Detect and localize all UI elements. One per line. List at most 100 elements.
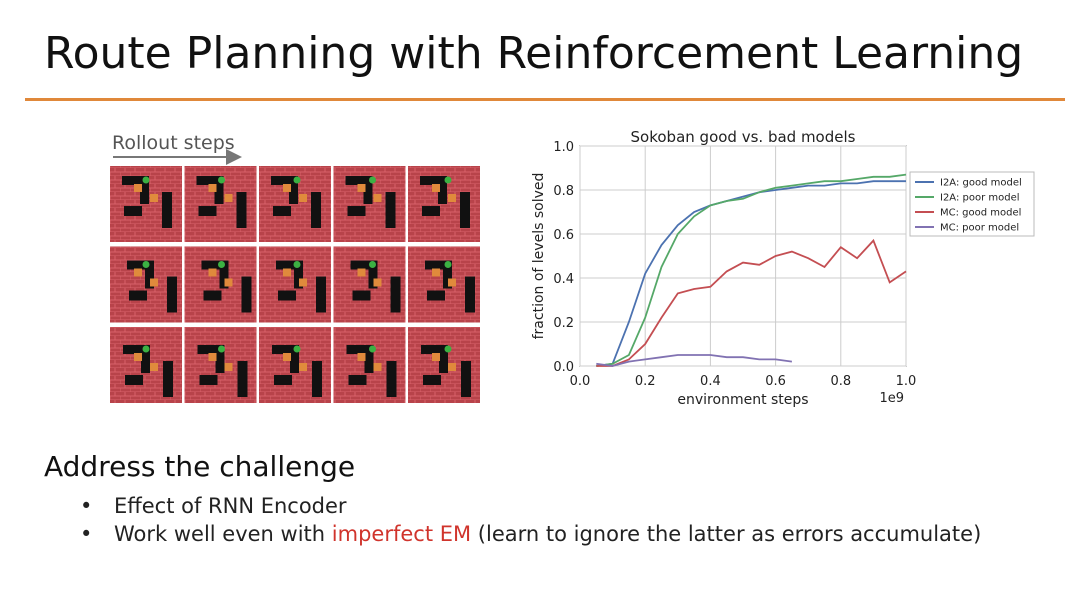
tile-wall <box>420 176 442 185</box>
bullet-text: Work well even with <box>114 522 332 546</box>
rollout-grid <box>110 166 480 403</box>
tile-wall <box>311 192 321 228</box>
bullet: Effect of RNN Encoder <box>80 494 981 518</box>
tile-box <box>134 184 142 192</box>
bullet-text: (learn to ignore the latter as errors ac… <box>471 522 982 546</box>
tile-box <box>208 353 217 361</box>
tile-box <box>432 184 440 192</box>
tile-agent <box>142 345 150 353</box>
tile-agent <box>293 176 301 184</box>
tile-wall <box>439 345 448 373</box>
tile-wall <box>352 290 371 301</box>
tile-wall <box>345 176 368 185</box>
tile-wall <box>289 176 298 204</box>
tile-wall <box>163 361 173 397</box>
tile-wall <box>443 260 452 289</box>
figure-label: Rollout steps <box>112 132 235 154</box>
tile-box <box>283 268 291 277</box>
tile-wall <box>215 345 225 373</box>
bullet-list: Effect of RNN Encoder Work well even with… <box>80 494 981 550</box>
tile-wall <box>124 206 142 216</box>
tile-wall <box>167 276 177 313</box>
highlight-text: imperfect EM <box>331 522 472 546</box>
bullet-text: Effect of RNN Encoder <box>114 494 347 518</box>
tile-box <box>357 184 366 192</box>
tile-wall <box>273 206 291 216</box>
tile-wall <box>278 290 296 301</box>
legend-label: I2A: good model <box>940 178 1022 189</box>
section-heading: Address the challenge <box>44 450 356 483</box>
series-line <box>596 173 907 367</box>
tile-box <box>373 363 382 371</box>
tile-wall <box>386 361 397 397</box>
tile-wall <box>348 375 367 385</box>
tile-wall <box>123 345 145 354</box>
tile-box <box>134 268 142 277</box>
tile-agent <box>293 261 301 268</box>
tile-agent <box>444 176 452 184</box>
tile-wall <box>363 176 373 204</box>
tile-wall <box>236 192 247 228</box>
y-tick-label: 0.4 <box>553 272 574 287</box>
tile-wall <box>346 345 369 354</box>
tile-box <box>283 184 291 192</box>
tile-box <box>150 363 158 371</box>
tile-agent <box>218 261 225 268</box>
tile-wall <box>214 176 224 204</box>
legend-label: I2A: poor model <box>940 193 1020 204</box>
tile-wall <box>461 361 471 397</box>
tile-wall <box>196 176 219 185</box>
tile-wall <box>274 375 292 385</box>
bullet: Work well even with imperfect EM (learn … <box>80 522 981 546</box>
tile-wall <box>385 192 396 228</box>
tile-wall <box>312 361 322 397</box>
tile-wall <box>316 276 326 313</box>
slide-title: Route Planning with Reinforcement Learni… <box>44 28 1024 79</box>
tile-wall <box>198 206 217 216</box>
tile-wall <box>271 176 293 185</box>
tile-box <box>150 278 158 287</box>
tile-wall <box>199 375 218 385</box>
tile-box <box>448 194 456 202</box>
tile-agent <box>369 176 376 184</box>
tile-wall <box>465 276 475 313</box>
tile-wall <box>423 375 441 385</box>
tile-agent <box>142 261 150 268</box>
legend-label: MC: good model <box>940 208 1021 219</box>
tile-wall <box>129 290 147 301</box>
legend-label: MC: poor model <box>940 223 1019 234</box>
tile-wall <box>219 260 229 289</box>
x-scale-label: 1e9 <box>879 391 904 406</box>
x-tick-label: 0.8 <box>830 374 851 389</box>
x-tick-label: 0.2 <box>635 374 656 389</box>
tile-agent <box>444 345 452 353</box>
tile-box <box>357 268 366 277</box>
tile-wall <box>241 276 252 313</box>
tile-wall <box>438 176 447 204</box>
tile-box <box>432 268 440 277</box>
tile-wall <box>272 345 294 354</box>
title-rule <box>25 98 1065 101</box>
tile-agent <box>369 345 376 353</box>
tile-wall <box>145 260 154 289</box>
y-tick-label: 1.0 <box>553 140 574 155</box>
tile-wall <box>201 260 224 270</box>
tile-wall <box>425 260 447 270</box>
tile-wall <box>290 345 299 373</box>
tile-box <box>208 268 217 277</box>
tile-box <box>373 278 382 287</box>
tile-wall <box>122 176 144 185</box>
tile-wall <box>422 206 440 216</box>
series-line <box>596 354 793 367</box>
series-line <box>596 180 906 367</box>
tile-wall <box>162 192 172 228</box>
tile-box <box>299 363 307 371</box>
tile-agent <box>218 345 225 353</box>
tile-agent <box>142 176 150 184</box>
tile-wall <box>127 260 149 270</box>
tile-wall <box>368 260 378 289</box>
chart-title: Sokoban good vs. bad models <box>631 128 856 146</box>
tile-box <box>373 194 382 202</box>
